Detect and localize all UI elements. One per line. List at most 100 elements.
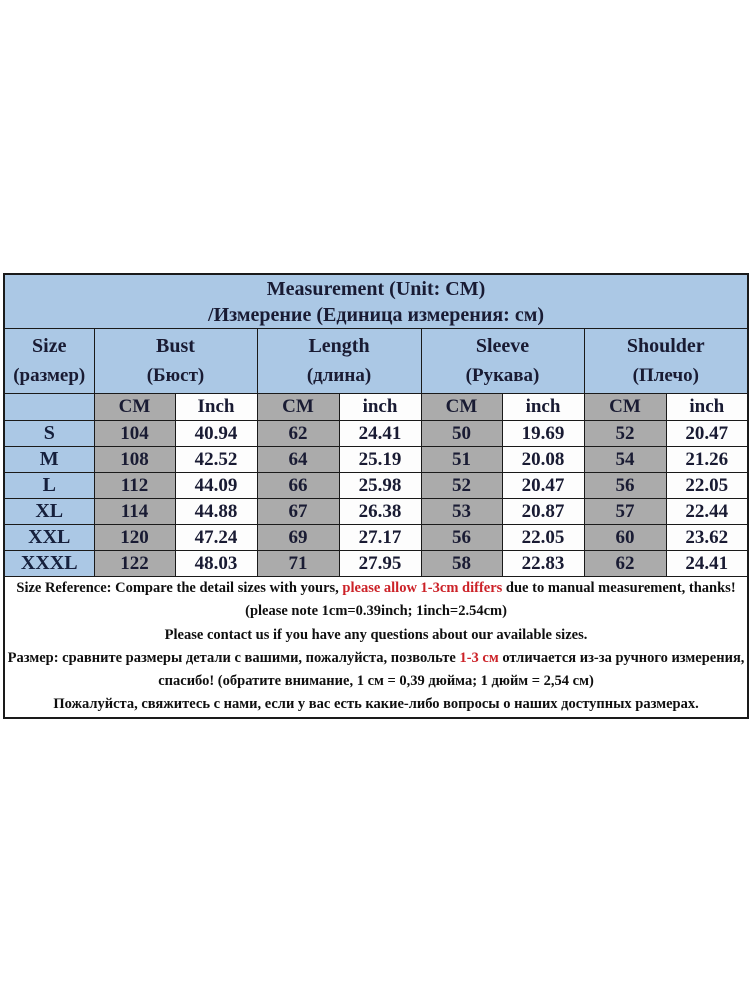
size-cell: L	[3, 472, 95, 499]
value-cell: 27.17	[338, 524, 422, 551]
column-header-shoulder: Shoulder (Плечо)	[583, 328, 749, 394]
value-cell: 40.94	[174, 420, 258, 447]
column-header-length-en: Length	[308, 335, 370, 357]
value-cell: 44.09	[174, 472, 258, 499]
note-line-conversion-en: (please note 1cm=0.39inch; 1inch=2.54cm)	[245, 603, 507, 620]
value-cell: 25.98	[338, 472, 422, 499]
note-text: due to manual measurement, thanks!	[502, 580, 736, 596]
notes-row: Size Reference: Compare the detail sizes…	[3, 575, 749, 719]
table-title-row: Measurement (Unit: CM) /Измерение (Едини…	[3, 273, 749, 329]
value-cell: 56	[583, 472, 667, 499]
value-cell: 54	[583, 446, 667, 473]
value-cell: 48.03	[174, 550, 258, 577]
value-cell: 20.47	[665, 420, 749, 447]
note-text: Размер: сравните размеры детали с вашими…	[7, 649, 460, 666]
value-cell: 22.05	[501, 524, 585, 551]
column-header-size: Size (размер)	[3, 328, 95, 394]
value-cell: 52	[583, 420, 667, 447]
value-cell: 22.05	[665, 472, 749, 499]
value-cell: 22.83	[501, 550, 585, 577]
column-header-length: Length (длина)	[256, 328, 422, 394]
note-text: отличается из-за ручного измерения,	[498, 649, 745, 666]
unit-header-empty-cell	[3, 393, 95, 421]
column-header-size-ru: (размер)	[13, 365, 86, 386]
value-cell: 27.95	[338, 550, 422, 577]
unit-header-cm: CM	[256, 393, 340, 421]
unit-header-cm: CM	[420, 393, 503, 421]
value-cell: 44.88	[174, 498, 258, 525]
value-cell: 20.47	[501, 472, 585, 499]
note-line-size-reference-ru: Размер: сравните размеры детали с вашими…	[5, 647, 747, 670]
note-highlight-red: 1-3 см	[459, 649, 499, 666]
unit-header-cm: CM	[583, 393, 667, 421]
unit-header-inch: inch	[338, 393, 422, 421]
note-line-contact-en: Please contact us if you have any questi…	[164, 626, 588, 643]
value-cell: 104	[93, 420, 176, 447]
value-cell: 120	[93, 524, 176, 551]
value-cell: 23.62	[665, 524, 749, 551]
table-row-l: L 112 44.09 66 25.98 52 20.47 56 22.05	[3, 472, 749, 499]
column-header-bust-en: Bust	[156, 335, 195, 357]
table-title-line2: /Измерение (Единица измерения: см)	[208, 303, 544, 326]
value-cell: 20.87	[501, 498, 585, 525]
size-cell: XL	[3, 498, 95, 525]
value-cell: 24.41	[338, 420, 422, 447]
value-cell: 108	[93, 446, 176, 473]
column-header-shoulder-en: Shoulder	[626, 335, 705, 357]
table-row-xxl: XXL 120 47.24 69 27.17 56 22.05 60 23.62	[3, 524, 749, 551]
column-header-sleeve-ru: (Рукава)	[465, 365, 540, 386]
note-line-conversion-ru: спасибо! (обратите внимание, 1 см = 0,39…	[158, 673, 594, 690]
value-cell: 69	[256, 524, 340, 551]
unit-header-row: CM Inch CM inch CM inch CM inch	[3, 393, 749, 421]
table-row-m: M 108 42.52 64 25.19 51 20.08 54 21.26	[3, 446, 749, 473]
value-cell: 62	[256, 420, 340, 447]
column-header-bust-ru: (Бюст)	[146, 365, 205, 386]
note-line-contact-ru: Пожалуйста, свяжитесь с нами, если у вас…	[53, 696, 699, 713]
value-cell: 60	[583, 524, 667, 551]
value-cell: 66	[256, 472, 340, 499]
unit-header-inch: Inch	[174, 393, 258, 421]
size-cell: M	[3, 446, 95, 473]
column-header-row: Size (размер) Bust (Бюст) Length (длина)…	[3, 328, 749, 394]
column-header-size-en: Size	[32, 335, 67, 357]
column-header-bust: Bust (Бюст)	[93, 328, 258, 394]
value-cell: 21.26	[665, 446, 749, 473]
unit-header-cm: CM	[93, 393, 176, 421]
size-chart-table: Measurement (Unit: CM) /Измерение (Едини…	[3, 273, 750, 719]
column-header-sleeve: Sleeve (Рукава)	[420, 328, 585, 394]
table-row-s: S 104 40.94 62 24.41 50 19.69 52 20.47	[3, 420, 749, 447]
size-cell: S	[3, 420, 95, 447]
value-cell: 51	[420, 446, 503, 473]
value-cell: 50	[420, 420, 503, 447]
value-cell: 24.41	[665, 550, 749, 577]
value-cell: 62	[583, 550, 667, 577]
value-cell: 25.19	[338, 446, 422, 473]
value-cell: 114	[93, 498, 176, 525]
note-line-size-reference: Size Reference: Compare the detail sizes…	[5, 578, 747, 601]
value-cell: 71	[256, 550, 340, 577]
value-cell: 112	[93, 472, 176, 499]
value-cell: 57	[583, 498, 667, 525]
value-cell: 20.08	[501, 446, 585, 473]
value-cell: 53	[420, 498, 503, 525]
size-cell: XXXL	[3, 550, 95, 577]
value-cell: 56	[420, 524, 503, 551]
value-cell: 42.52	[174, 446, 258, 473]
value-cell: 122	[93, 550, 176, 577]
value-cell: 58	[420, 550, 503, 577]
table-title-line1: Measurement (Unit: CM)	[266, 277, 486, 300]
value-cell: 22.44	[665, 498, 749, 525]
unit-header-inch: inch	[665, 393, 749, 421]
value-cell: 52	[420, 472, 503, 499]
value-cell: 26.38	[338, 498, 422, 525]
table-row-xxxl: XXXL 122 48.03 71 27.95 58 22.83 62 24.4…	[3, 550, 749, 577]
unit-header-inch: inch	[501, 393, 585, 421]
column-header-shoulder-ru: (Плечо)	[632, 365, 699, 386]
note-highlight-red: please allow 1-3cm differs	[342, 580, 503, 596]
table-title-cell: Measurement (Unit: CM) /Измерение (Едини…	[3, 273, 749, 329]
note-text: Size Reference: Compare the detail sizes…	[16, 580, 343, 596]
table-row-xl: XL 114 44.88 67 26.38 53 20.87 57 22.44	[3, 498, 749, 525]
column-header-length-ru: (длина)	[306, 365, 372, 386]
value-cell: 67	[256, 498, 340, 525]
